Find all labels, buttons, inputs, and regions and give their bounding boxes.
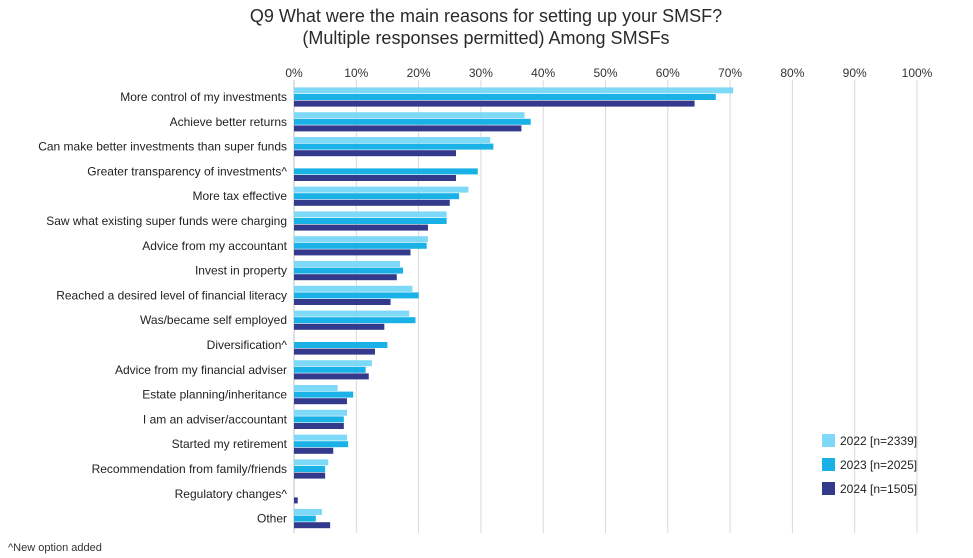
bar <box>294 274 397 281</box>
bar <box>294 211 447 218</box>
bar <box>294 236 428 243</box>
bar <box>294 112 525 119</box>
category-label: Other <box>257 512 287 526</box>
x-axis-ticks: 0% 10% 20% 30% 40% 50% 60% 70% 80% 90% 100% <box>285 66 932 80</box>
x-tick-label: 20% <box>407 66 431 80</box>
bar <box>294 242 427 249</box>
category-label: More tax effective <box>193 189 288 203</box>
bar <box>294 416 344 423</box>
bar <box>294 360 372 367</box>
bar <box>294 199 450 206</box>
legend-swatch <box>822 482 835 495</box>
bar <box>294 348 375 355</box>
category-label: Saw what existing super funds were charg… <box>46 214 287 228</box>
category-label: Recommendation from family/friends <box>92 462 287 476</box>
legend-label: 2022 [n=2339] <box>840 434 917 448</box>
category-label: Advice from my financial adviser <box>115 363 287 377</box>
category-label: More control of my investments <box>120 90 287 104</box>
bar <box>294 249 411 256</box>
legend: 2022 [n=2339] 2023 [n=2025] 2024 [n=1505] <box>822 434 917 496</box>
bar <box>294 100 695 107</box>
bar <box>294 342 388 348</box>
x-tick-label: 80% <box>780 66 804 80</box>
legend-swatch <box>822 434 835 447</box>
bar <box>294 515 316 522</box>
bar <box>294 409 347 416</box>
category-label: Regulatory changes^ <box>175 487 288 501</box>
category-label: Invest in property <box>195 264 287 278</box>
bar <box>294 150 456 157</box>
category-label: Started my retirement <box>172 437 288 451</box>
legend-label: 2024 [n=1505] <box>840 482 917 496</box>
bar <box>294 224 428 231</box>
x-tick-label: 100% <box>902 66 933 80</box>
bar <box>294 423 344 429</box>
category-label: Can make better investments than super f… <box>38 140 287 154</box>
x-tick-label: 30% <box>469 66 493 80</box>
bar <box>294 292 419 299</box>
x-tick-label: 90% <box>843 66 867 80</box>
bar <box>294 323 385 330</box>
bar <box>294 366 366 373</box>
bar <box>294 398 347 405</box>
x-tick-label: 40% <box>531 66 555 80</box>
bar <box>294 466 326 472</box>
category-label: Estate planning/inheritance <box>142 388 287 402</box>
bar <box>294 441 349 448</box>
bar <box>294 137 491 143</box>
x-tick-label: 70% <box>718 66 742 80</box>
bar <box>294 373 369 380</box>
bar <box>294 143 494 150</box>
bar <box>294 125 522 132</box>
bar <box>294 509 323 515</box>
bar <box>294 434 347 441</box>
bar <box>294 497 298 504</box>
bar <box>294 118 531 125</box>
category-label: Achieve better returns <box>170 115 287 129</box>
category-label: I am an adviser/accountant <box>143 412 288 426</box>
bar <box>294 391 354 398</box>
bar <box>294 299 391 305</box>
category-label: Advice from my accountant <box>142 239 287 253</box>
bar <box>294 186 469 193</box>
chart-title: Q9 What were the main reasons for settin… <box>250 6 722 48</box>
legend-swatch <box>822 458 835 471</box>
category-label: Diversification^ <box>207 338 288 352</box>
category-label: Was/became self employed <box>140 313 287 327</box>
legend-label: 2023 [n=2025] <box>840 458 917 472</box>
x-tick-label: 60% <box>656 66 680 80</box>
bar <box>294 175 456 181</box>
category-label: Greater transparency of investments^ <box>87 164 287 178</box>
bar <box>294 87 734 94</box>
footnote: ^New option added <box>8 542 102 554</box>
bar <box>294 168 478 175</box>
category-labels: More control of my investments Achieve be… <box>38 90 287 526</box>
category-label: Reached a desired level of financial lit… <box>56 288 287 302</box>
chart-title-line-2: (Multiple responses permitted) Among SMS… <box>302 28 669 48</box>
bar <box>294 385 338 391</box>
bars <box>294 87 734 529</box>
bar <box>294 459 329 466</box>
bar <box>294 267 404 274</box>
x-tick-label: 50% <box>593 66 617 80</box>
bar <box>294 317 416 324</box>
bar <box>294 94 716 100</box>
x-tick-label: 0% <box>285 66 303 80</box>
bar <box>294 472 326 479</box>
bar <box>294 261 400 267</box>
bar <box>294 193 460 200</box>
bar <box>294 310 410 317</box>
x-tick-label: 10% <box>344 66 368 80</box>
chart-title-line-1: Q9 What were the main reasons for settin… <box>250 6 722 26</box>
bar <box>294 285 413 292</box>
bar <box>294 522 331 529</box>
bar <box>294 218 447 224</box>
bar <box>294 447 334 454</box>
